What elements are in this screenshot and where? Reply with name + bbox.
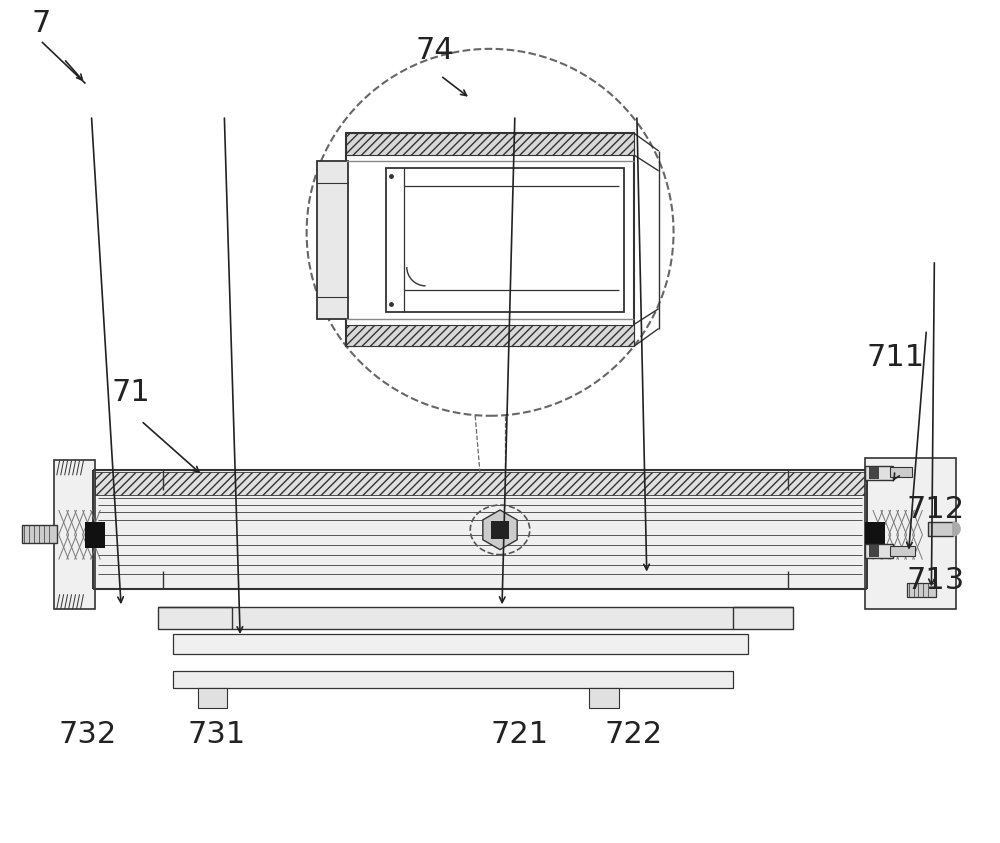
Bar <box>890 467 912 477</box>
Text: 7: 7 <box>32 9 51 38</box>
Text: 711: 711 <box>867 343 925 373</box>
Text: 731: 731 <box>188 720 246 749</box>
Text: 721: 721 <box>490 720 548 749</box>
Text: 713: 713 <box>907 566 965 595</box>
Bar <box>907 583 936 597</box>
Bar <box>95 472 865 495</box>
Wedge shape <box>953 522 960 536</box>
Bar <box>22 525 57 543</box>
Bar <box>85 522 105 548</box>
Text: 712: 712 <box>907 495 965 524</box>
Bar <box>865 522 885 548</box>
Bar <box>589 689 619 708</box>
Bar <box>869 545 879 556</box>
Bar <box>54 460 95 609</box>
Bar <box>93 470 867 589</box>
Text: 722: 722 <box>604 720 662 749</box>
Text: 74: 74 <box>416 35 454 65</box>
Bar <box>346 133 634 346</box>
Bar <box>491 521 509 539</box>
Bar <box>173 634 748 654</box>
Bar <box>928 522 953 536</box>
Bar <box>865 459 956 609</box>
Bar <box>346 133 634 155</box>
Text: 732: 732 <box>59 720 117 749</box>
Bar <box>173 671 733 689</box>
Bar <box>386 168 624 312</box>
Bar <box>198 689 227 708</box>
Bar <box>346 325 634 346</box>
Bar <box>865 466 893 481</box>
Bar <box>869 467 879 479</box>
Bar <box>865 544 893 557</box>
Bar <box>890 545 915 556</box>
Bar <box>158 607 793 629</box>
Circle shape <box>307 49 674 416</box>
Bar <box>317 161 348 319</box>
Text: 71: 71 <box>111 378 150 407</box>
